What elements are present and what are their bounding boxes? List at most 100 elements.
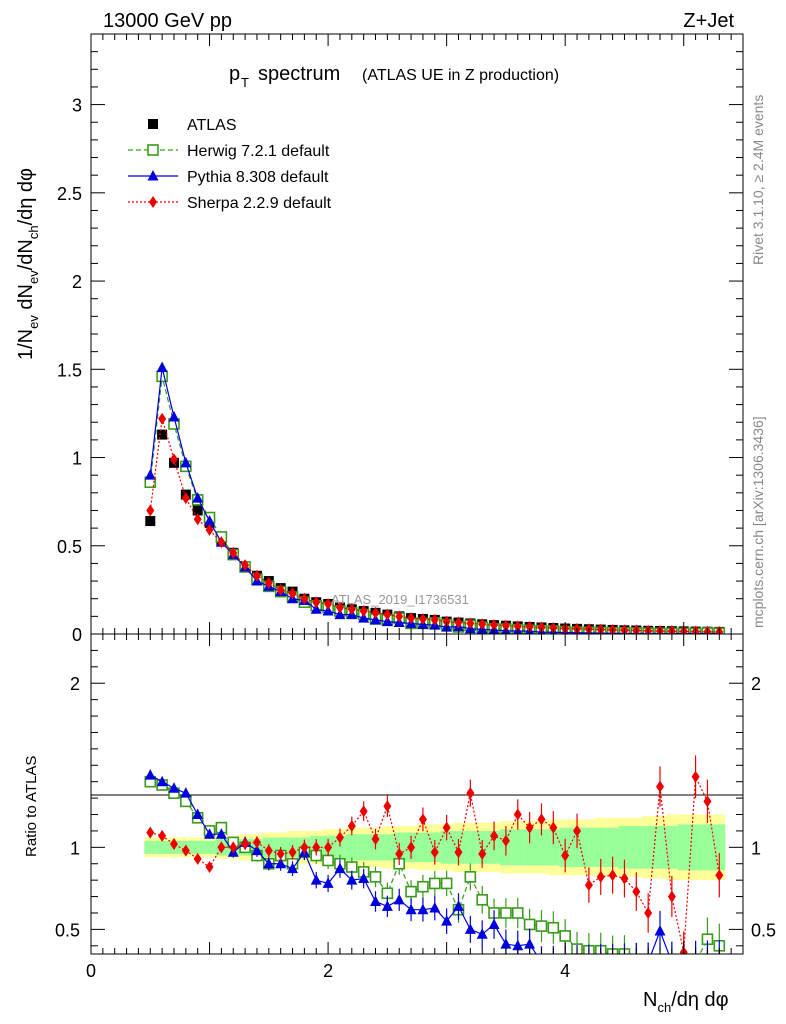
y-tick-label: 1.5 (57, 360, 82, 380)
point-sherpa (193, 513, 202, 526)
title-word: spectrum (258, 63, 340, 85)
point-pythia (417, 903, 429, 915)
point-pythia (690, 956, 701, 967)
point-sherpa (205, 861, 214, 874)
point-sherpa (490, 619, 499, 632)
point-pythia (334, 608, 346, 620)
series-sherpa (146, 755, 724, 954)
point-pythia (619, 956, 630, 967)
band-inner-segment (535, 829, 548, 866)
point-herwig (464, 871, 477, 883)
ratio-panel-frame (90, 633, 744, 955)
point-pythia (595, 956, 606, 967)
point-sherpa (703, 795, 712, 808)
point-sherpa (430, 846, 439, 859)
point-herwig (440, 877, 453, 890)
point-herwig (679, 957, 689, 967)
axis-ticks: 0 2 4 0 0.5 1 1.5 2 2.5 3 0.5 0.5 1 1 2 2 (55, 34, 776, 981)
point-sherpa (632, 885, 641, 898)
point-sherpa (252, 569, 261, 582)
y-tick-label: 2.5 (57, 184, 82, 204)
band-inner-segment (654, 826, 666, 869)
point-pythia (180, 456, 192, 468)
rivet-version-label: Rivet 3.1.10, ≥ 2.4M events (750, 95, 766, 265)
point-sherpa (430, 613, 439, 626)
legend-item-atlas: ATLAS (148, 117, 237, 134)
legend-label: Herwig 7.2.1 default (187, 143, 330, 160)
band-inner-segment (156, 840, 169, 854)
point-sherpa (205, 523, 214, 536)
point-sherpa (229, 841, 238, 854)
point-sherpa (537, 621, 546, 634)
point-sherpa (395, 847, 404, 860)
point-sherpa (395, 610, 404, 623)
band-inner-segment (191, 840, 204, 854)
band-inner-segment (689, 824, 702, 871)
point-herwig (428, 877, 441, 890)
point-pythia (500, 938, 512, 949)
legend-marker (147, 170, 159, 181)
point-sherpa (371, 606, 380, 619)
point-sherpa (217, 841, 226, 854)
point-sherpa (561, 849, 570, 862)
point-sherpa (549, 821, 558, 834)
point-sherpa (418, 813, 427, 826)
point-herwig (655, 957, 665, 967)
point-sherpa (324, 841, 333, 854)
point-pythia (512, 939, 524, 951)
analysis-id-label: ATLAS_2019_I1736531 (331, 592, 469, 607)
point-pythia (168, 410, 180, 422)
point-sherpa (501, 834, 510, 847)
point-pythia (381, 615, 393, 627)
point-herwig (691, 957, 701, 967)
mcplots-credit-label: mcplots.cern.ch [arXiv:1306.3436] (750, 416, 766, 628)
point-pythia (180, 787, 192, 798)
point-sherpa (501, 619, 510, 632)
band-inner-segment (357, 834, 370, 861)
point-sherpa (454, 616, 463, 629)
point-sherpa (656, 780, 665, 793)
point-sherpa (454, 846, 463, 859)
header-energy-label: 13000 GeV pp (103, 10, 232, 32)
point-atlas (192, 505, 203, 516)
ratio-y-tick-label: 1 (70, 838, 80, 858)
header-process-label: Z+Jet (683, 10, 734, 32)
point-herwig (345, 861, 358, 873)
y-tick-label: 0.5 (57, 537, 82, 557)
legend-marker (148, 119, 158, 129)
point-pythia (452, 900, 464, 911)
x-tick-label: 0 (86, 961, 96, 981)
point-sherpa (608, 869, 617, 882)
y-tick-label: 1 (72, 449, 82, 469)
point-sherpa (478, 618, 487, 631)
legend: ATLAS Herwig 7.2.1 default Pythia 8.308 de… (128, 117, 332, 212)
point-pythia (168, 782, 180, 793)
point-pythia (488, 918, 500, 929)
legend-marker (149, 196, 157, 208)
band-inner-segment (582, 827, 595, 868)
point-herwig (476, 894, 489, 906)
point-sherpa (276, 583, 285, 596)
legend-item-pythia: Pythia 8.308 default (128, 169, 329, 186)
band-inner-segment (511, 829, 524, 866)
band-inner-segment (713, 824, 726, 871)
ratio-y-tick-label: 0.5 (55, 920, 80, 940)
point-pythia (643, 956, 654, 967)
point-pythia (464, 923, 476, 934)
band-inner-segment (144, 840, 157, 854)
point-sherpa (596, 870, 605, 883)
point-sherpa (276, 847, 285, 860)
point-sherpa (312, 596, 321, 609)
band-inner-segment (618, 826, 631, 869)
point-sherpa (146, 504, 155, 517)
point-pythia (678, 956, 689, 967)
point-sherpa (241, 559, 250, 572)
point-sherpa (418, 613, 427, 625)
point-sherpa (490, 829, 499, 842)
legend-label: Pythia 8.308 default (187, 169, 329, 186)
legend-label: ATLAS (187, 117, 237, 134)
point-sherpa (300, 841, 309, 854)
point-pythia (666, 956, 677, 967)
band-inner-segment (440, 830, 453, 864)
